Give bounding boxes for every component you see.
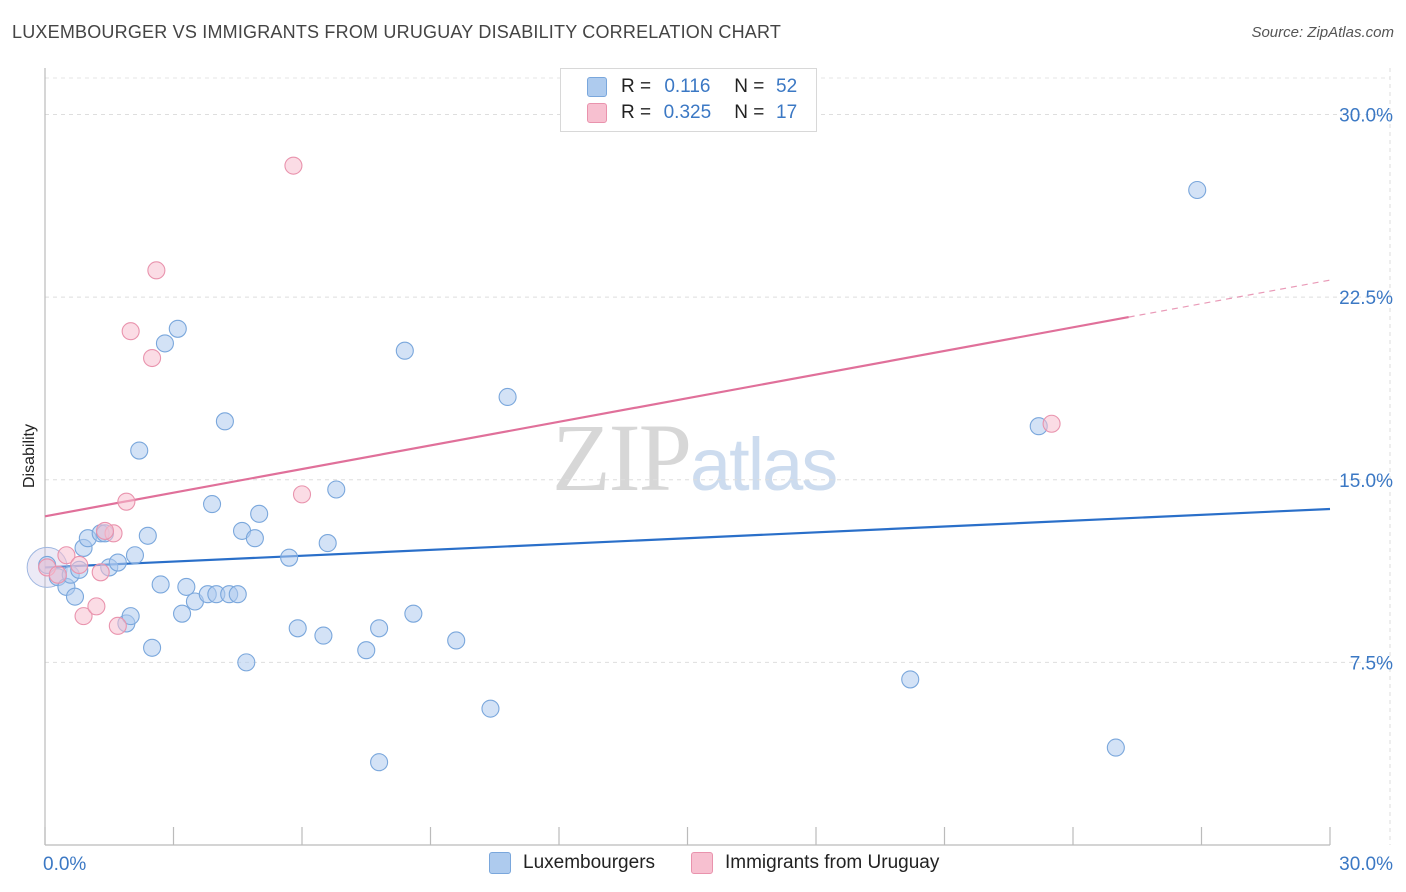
point-luxembourgers [151,575,170,594]
x-tick-label-max: 30.0% [1339,854,1393,875]
point-luxembourgers [173,604,192,623]
point-uruguay [147,261,166,280]
point-luxembourgers [370,619,389,638]
point-luxembourgers [327,480,346,499]
y-tick-label: 22.5% [1339,288,1393,309]
legend-swatch-luxembourgers [587,77,607,97]
point-luxembourgers [314,626,333,645]
point-luxembourgers [404,604,423,623]
point-luxembourgers [228,585,247,604]
point-luxembourgers [155,334,174,353]
point-luxembourgers [498,387,517,407]
series-legend-luxembourgers: Luxembourgers [489,852,655,874]
point-luxembourgers [237,653,256,672]
series-legend-uruguay: Immigrants from Uruguay [691,852,939,874]
stats-legend-row-luxembourgers: R = 0.116 N = 52 [587,74,804,100]
legend-n-label: N = [734,76,765,97]
stats-legend: R = 0.116 N = 52 R = 0.325 N = 17 [560,68,817,132]
point-uruguay [292,485,312,504]
y-axis-title: Disability [21,424,38,488]
point-luxembourgers [357,641,376,660]
point-luxembourgers [245,529,264,548]
trend-line-0 [44,507,1331,569]
chart-source: Source: ZipAtlas.com [1251,24,1394,41]
tick-labels: 7.5% 15.0% 22.5% 30.0% 0.0% 30.0% Disability [21,106,1393,875]
point-luxembourgers [215,412,234,431]
point-uruguay [87,597,106,616]
legend-r-value: 0.116 [664,76,711,97]
trend-lines [44,279,1331,569]
grid [45,68,1391,845]
point-uruguay [121,322,140,341]
legend-r-label: R = [621,102,652,123]
watermark: ZIPatlas [552,402,838,513]
x-tick-label-min: 0.0% [43,854,86,875]
y-tick-label: 15.0% [1339,471,1393,492]
legend-n-label: N = [734,102,765,123]
legend-swatch-uruguay [587,103,607,123]
point-luxembourgers [288,619,307,638]
point-uruguay [143,348,162,368]
series-label-uruguay: Immigrants from Uruguay [725,852,940,873]
point-uruguay [48,565,67,584]
point-luxembourgers [250,504,269,523]
trend-line-1 [44,316,1129,518]
point-uruguay [1042,414,1061,433]
point-luxembourgers [125,546,144,565]
point-uruguay [74,607,93,626]
trend-line-ext-1 [1128,279,1331,318]
point-uruguay [108,616,127,635]
data-points [26,156,1207,772]
point-luxembourgers [318,534,337,553]
point-luxembourgers [121,607,140,626]
y-tick-label: 30.0% [1339,106,1393,127]
point-uruguay [284,156,303,175]
point-luxembourgers [1106,738,1125,757]
chart-title: LUXEMBOURGER VS IMMIGRANTS FROM URUGUAY … [12,22,782,42]
point-luxembourgers [447,631,466,650]
legend-r-value: 0.325 [663,102,712,123]
series-legend: Luxembourgers Immigrants from Uruguay [0,852,1406,878]
axes [44,68,1331,846]
point-luxembourgers [168,319,187,338]
point-luxembourgers [130,441,149,460]
point-uruguay [95,521,115,540]
point-luxembourgers [143,638,162,657]
point-luxembourgers [395,341,414,360]
legend-n-value: 17 [776,102,798,123]
point-luxembourgers [138,526,157,545]
point-uruguay [91,563,110,582]
watermark-zip: ZIP [552,404,692,511]
series-label-luxembourgers: Luxembourgers [523,852,656,873]
watermark-atlas: atlas [690,423,838,506]
stats-legend-row-uruguay: R = 0.325 N = 17 [587,100,804,126]
series-swatch-luxembourgers [489,852,511,874]
point-luxembourgers [65,587,85,606]
point-luxembourgers [1188,180,1207,200]
point-uruguay [57,546,76,565]
point-luxembourgers [901,670,920,689]
point-luxembourgers [177,577,196,596]
series-swatch-uruguay [691,852,713,874]
point-luxembourgers [280,548,299,567]
point-luxembourgers [203,495,222,514]
point-luxembourgers [108,553,127,572]
legend-r-label: R = [621,76,652,97]
point-luxembourgers [370,753,389,772]
point-luxembourgers [481,699,500,718]
point-uruguay [117,492,136,511]
y-tick-label: 7.5% [1350,653,1393,674]
point-uruguay [70,555,89,575]
legend-n-value: 52 [776,76,798,97]
